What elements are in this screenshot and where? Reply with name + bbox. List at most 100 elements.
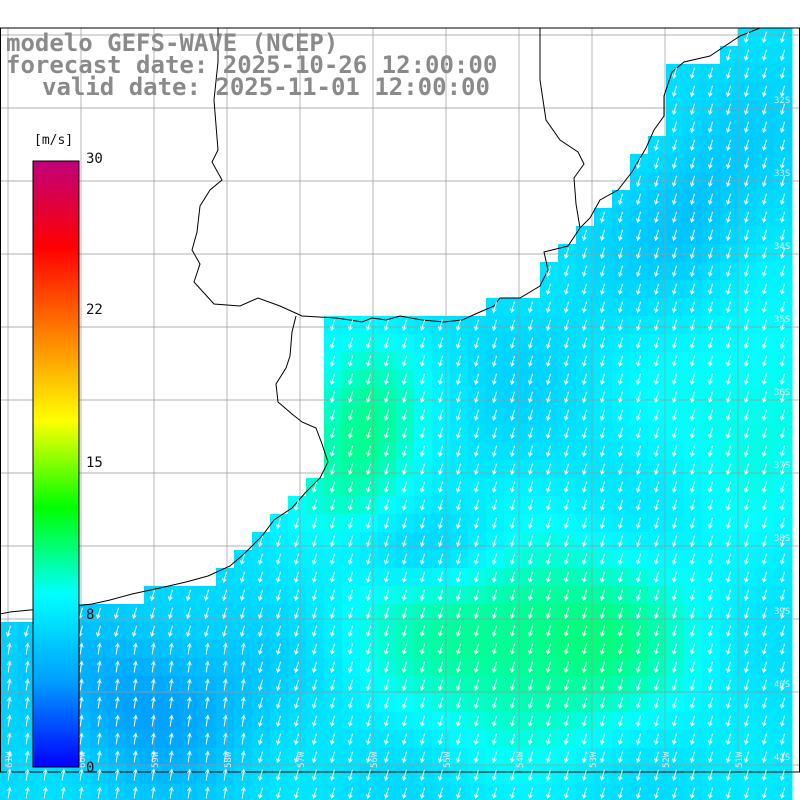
- wind-arrow: [312, 625, 318, 638]
- wind-arrow: [654, 463, 660, 476]
- wind-arrow: [654, 787, 660, 800]
- longitude-label: 51W: [735, 751, 745, 768]
- wind-arrow: [708, 553, 714, 566]
- wind-arrow: [169, 660, 174, 673]
- wind-arrow: [492, 373, 498, 386]
- wind-arrow: [492, 787, 498, 800]
- wind-arrow: [366, 391, 372, 404]
- wind-arrow: [294, 787, 300, 800]
- wind-arrow: [762, 103, 768, 116]
- wind-arrow: [330, 517, 336, 530]
- wind-arrow: [456, 481, 462, 494]
- lat-lon-grid: [0, 27, 800, 773]
- wind-arrow: [708, 661, 714, 674]
- wind-arrow: [654, 373, 660, 386]
- wind-arrow: [636, 553, 642, 566]
- wind-arrow: [276, 571, 282, 584]
- wind-arrow: [690, 229, 696, 242]
- wind-arrow: [366, 679, 372, 692]
- wind-arrow: [258, 625, 264, 638]
- wind-arrow: [618, 751, 624, 764]
- wind-arrow: [744, 463, 750, 476]
- wind-arrow: [97, 714, 102, 727]
- wind-arrow: [726, 661, 732, 674]
- wind-arrow: [600, 229, 606, 242]
- wind-arrow: [672, 715, 678, 728]
- wind-arrow: [223, 696, 228, 709]
- wind-arrow: [402, 769, 408, 782]
- wind-arrow: [474, 679, 480, 692]
- wind-arrow: [456, 697, 462, 710]
- wind-arrow: [618, 715, 624, 728]
- wind-arrow: [510, 733, 516, 746]
- wind-arrow: [115, 714, 120, 727]
- wind-arrow: [186, 625, 192, 638]
- wind-arrow: [744, 229, 750, 242]
- wind-arrow: [330, 715, 336, 728]
- wind-arrow: [348, 787, 354, 800]
- wind-arrow: [618, 337, 624, 350]
- wind-arrow: [312, 571, 318, 584]
- wind-arrow: [384, 787, 390, 800]
- wind-arrow: [600, 211, 606, 224]
- wind-arrow: [151, 732, 156, 745]
- wind-arrow: [456, 463, 462, 476]
- wind-arrow: [690, 373, 696, 386]
- wind-arrow: [654, 139, 660, 152]
- wind-arrow: [204, 607, 210, 620]
- wind-arrow: [438, 589, 444, 602]
- wind-arrow: [438, 715, 444, 728]
- wind-arrow: [510, 355, 516, 368]
- wind-arrow: [780, 535, 786, 548]
- wind-arrow: [97, 750, 102, 763]
- wind-arrow: [187, 696, 192, 709]
- wind-arrow: [582, 643, 588, 656]
- wind-arrow: [690, 553, 696, 566]
- wind-arrow: [384, 751, 390, 764]
- wind-arrow: [690, 661, 696, 674]
- wind-arrow: [618, 463, 624, 476]
- wind-arrow: [438, 769, 444, 782]
- wind-arrow: [330, 391, 336, 404]
- wind-arrow: [762, 517, 768, 530]
- wind-arrow: [618, 319, 624, 332]
- wind-arrow: [276, 589, 282, 602]
- wind-arrow: [690, 193, 696, 206]
- wind-arrow: [708, 283, 714, 296]
- wind-arrow: [654, 175, 660, 188]
- wind-arrow: [618, 661, 624, 674]
- wind-arrow: [780, 787, 786, 800]
- wind-arrow: [366, 553, 372, 566]
- wind-arrow: [726, 751, 732, 764]
- wind-arrow: [582, 463, 588, 476]
- wind-arrow: [330, 679, 336, 692]
- wind-arrow: [672, 157, 678, 170]
- wind-arrow: [240, 571, 246, 584]
- wind-arrow: [726, 157, 732, 170]
- wind-arrow: [510, 571, 516, 584]
- wind-arrow: [546, 355, 552, 368]
- wind-arrow: [762, 211, 768, 224]
- wind-arrow: [528, 355, 534, 368]
- wind-arrow: [726, 589, 732, 602]
- wind-arrow: [654, 391, 660, 404]
- wind-arrow: [762, 589, 768, 602]
- wind-arrow: [780, 193, 786, 206]
- wind-arrow: [438, 535, 444, 548]
- wind-arrow: [726, 121, 732, 134]
- wind-arrow: [492, 463, 498, 476]
- wind-arrow: [492, 571, 498, 584]
- wind-arrow: [420, 337, 426, 350]
- wind-arrow: [402, 517, 408, 530]
- wind-arrow: [708, 175, 714, 188]
- wind-arrow: [510, 643, 516, 656]
- wind-arrow: [618, 607, 624, 620]
- wind-arrow: [564, 787, 570, 800]
- wind-arrow: [187, 714, 192, 727]
- coastline-north: [191, 27, 761, 323]
- wind-arrow: [690, 355, 696, 368]
- wind-arrow: [384, 337, 390, 350]
- wind-arrow: [726, 643, 732, 656]
- wind-arrow: [708, 571, 714, 584]
- wind-arrow: [690, 769, 696, 782]
